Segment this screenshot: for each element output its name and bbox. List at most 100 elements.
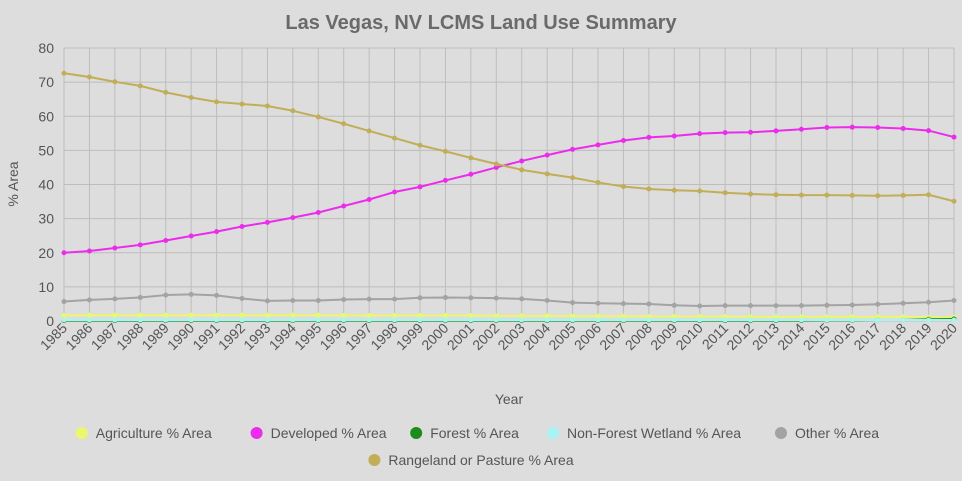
data-point-other-area[interactable]: [442, 294, 448, 300]
data-point-agriculture-area[interactable]: [112, 312, 118, 318]
data-point-non-forest-wetland-area[interactable]: [442, 317, 448, 323]
data-point-rangeland-or-pasture-area[interactable]: [595, 179, 601, 185]
data-point-agriculture-area[interactable]: [493, 313, 499, 319]
legend-item-non-forest-wetland-area[interactable]: Non-Forest Wetland % Area: [547, 425, 741, 441]
data-point-developed-area[interactable]: [392, 189, 398, 195]
data-point-non-forest-wetland-area[interactable]: [493, 317, 499, 323]
data-point-agriculture-area[interactable]: [366, 313, 372, 319]
data-point-other-area[interactable]: [341, 297, 347, 303]
data-point-other-area[interactable]: [824, 302, 830, 308]
data-point-other-area[interactable]: [290, 298, 296, 304]
data-point-rangeland-or-pasture-area[interactable]: [239, 101, 245, 107]
data-point-non-forest-wetland-area[interactable]: [61, 317, 67, 323]
data-point-other-area[interactable]: [366, 296, 372, 302]
data-point-non-forest-wetland-area[interactable]: [214, 317, 220, 323]
data-point-other-area[interactable]: [519, 296, 525, 302]
data-point-developed-area[interactable]: [315, 209, 321, 215]
data-point-other-area[interactable]: [61, 299, 67, 305]
data-point-developed-area[interactable]: [544, 152, 550, 158]
data-point-other-area[interactable]: [163, 292, 169, 298]
data-point-agriculture-area[interactable]: [239, 312, 245, 318]
data-point-non-forest-wetland-area[interactable]: [646, 317, 652, 323]
data-point-other-area[interactable]: [697, 303, 703, 309]
data-point-rangeland-or-pasture-area[interactable]: [86, 74, 92, 80]
data-point-agriculture-area[interactable]: [163, 312, 169, 318]
data-point-non-forest-wetland-area[interactable]: [824, 317, 830, 323]
data-point-other-area[interactable]: [773, 303, 779, 309]
data-point-rangeland-or-pasture-area[interactable]: [290, 108, 296, 114]
data-point-non-forest-wetland-area[interactable]: [341, 317, 347, 323]
data-point-developed-area[interactable]: [824, 125, 830, 131]
data-point-developed-area[interactable]: [417, 184, 423, 190]
data-point-non-forest-wetland-area[interactable]: [697, 317, 703, 323]
data-point-rangeland-or-pasture-area[interactable]: [188, 94, 194, 100]
data-point-non-forest-wetland-area[interactable]: [137, 317, 143, 323]
data-point-developed-area[interactable]: [137, 242, 143, 248]
data-point-agriculture-area[interactable]: [290, 312, 296, 318]
data-point-developed-area[interactable]: [264, 219, 270, 225]
data-point-rangeland-or-pasture-area[interactable]: [875, 193, 881, 199]
data-point-developed-area[interactable]: [366, 197, 372, 203]
data-point-rangeland-or-pasture-area[interactable]: [442, 148, 448, 154]
data-point-non-forest-wetland-area[interactable]: [849, 317, 855, 323]
data-point-rangeland-or-pasture-area[interactable]: [646, 186, 652, 192]
data-point-developed-area[interactable]: [671, 133, 677, 139]
data-point-other-area[interactable]: [620, 301, 626, 307]
data-point-agriculture-area[interactable]: [570, 313, 576, 319]
data-point-developed-area[interactable]: [875, 125, 881, 131]
data-point-non-forest-wetland-area[interactable]: [875, 317, 881, 323]
data-point-other-area[interactable]: [570, 300, 576, 306]
data-point-rangeland-or-pasture-area[interactable]: [926, 192, 932, 198]
data-point-rangeland-or-pasture-area[interactable]: [468, 155, 474, 161]
data-point-developed-area[interactable]: [112, 245, 118, 251]
data-point-developed-area[interactable]: [239, 223, 245, 229]
legend-item-other-area[interactable]: Other % Area: [775, 425, 879, 441]
data-point-other-area[interactable]: [544, 298, 550, 304]
data-point-non-forest-wetland-area[interactable]: [417, 317, 423, 323]
legend-item-forest-area[interactable]: Forest % Area: [410, 425, 519, 441]
data-point-developed-area[interactable]: [442, 177, 448, 183]
data-point-rangeland-or-pasture-area[interactable]: [493, 161, 499, 167]
data-point-non-forest-wetland-area[interactable]: [519, 317, 525, 323]
data-point-other-area[interactable]: [849, 302, 855, 308]
data-point-non-forest-wetland-area[interactable]: [773, 317, 779, 323]
data-point-developed-area[interactable]: [86, 248, 92, 254]
data-point-developed-area[interactable]: [468, 171, 474, 177]
data-point-other-area[interactable]: [493, 295, 499, 301]
data-point-rangeland-or-pasture-area[interactable]: [341, 121, 347, 127]
data-point-agriculture-area[interactable]: [137, 312, 143, 318]
data-point-developed-area[interactable]: [849, 124, 855, 130]
data-point-rangeland-or-pasture-area[interactable]: [671, 187, 677, 193]
data-point-rangeland-or-pasture-area[interactable]: [264, 103, 270, 109]
data-point-rangeland-or-pasture-area[interactable]: [137, 83, 143, 89]
data-point-rangeland-or-pasture-area[interactable]: [519, 167, 525, 173]
data-point-agriculture-area[interactable]: [442, 313, 448, 319]
data-point-agriculture-area[interactable]: [341, 313, 347, 319]
data-point-agriculture-area[interactable]: [214, 312, 220, 318]
data-point-other-area[interactable]: [137, 294, 143, 300]
data-point-non-forest-wetland-area[interactable]: [544, 317, 550, 323]
data-point-agriculture-area[interactable]: [315, 312, 321, 318]
data-point-agriculture-area[interactable]: [264, 312, 270, 318]
data-point-rangeland-or-pasture-area[interactable]: [366, 128, 372, 134]
data-point-rangeland-or-pasture-area[interactable]: [951, 198, 957, 204]
data-point-other-area[interactable]: [188, 291, 194, 297]
data-point-other-area[interactable]: [468, 295, 474, 301]
data-point-other-area[interactable]: [392, 296, 398, 302]
data-point-rangeland-or-pasture-area[interactable]: [722, 190, 728, 196]
data-point-rangeland-or-pasture-area[interactable]: [900, 192, 906, 198]
data-point-other-area[interactable]: [926, 299, 932, 305]
data-point-developed-area[interactable]: [188, 233, 194, 239]
data-point-developed-area[interactable]: [595, 142, 601, 148]
data-point-other-area[interactable]: [417, 295, 423, 301]
data-point-non-forest-wetland-area[interactable]: [951, 317, 957, 323]
data-point-rangeland-or-pasture-area[interactable]: [570, 175, 576, 181]
data-point-non-forest-wetland-area[interactable]: [570, 317, 576, 323]
data-point-other-area[interactable]: [264, 298, 270, 304]
data-point-non-forest-wetland-area[interactable]: [239, 317, 245, 323]
data-point-agriculture-area[interactable]: [392, 313, 398, 319]
data-point-rangeland-or-pasture-area[interactable]: [392, 135, 398, 141]
data-point-non-forest-wetland-area[interactable]: [900, 317, 906, 323]
data-point-non-forest-wetland-area[interactable]: [264, 317, 270, 323]
data-point-agriculture-area[interactable]: [188, 312, 194, 318]
